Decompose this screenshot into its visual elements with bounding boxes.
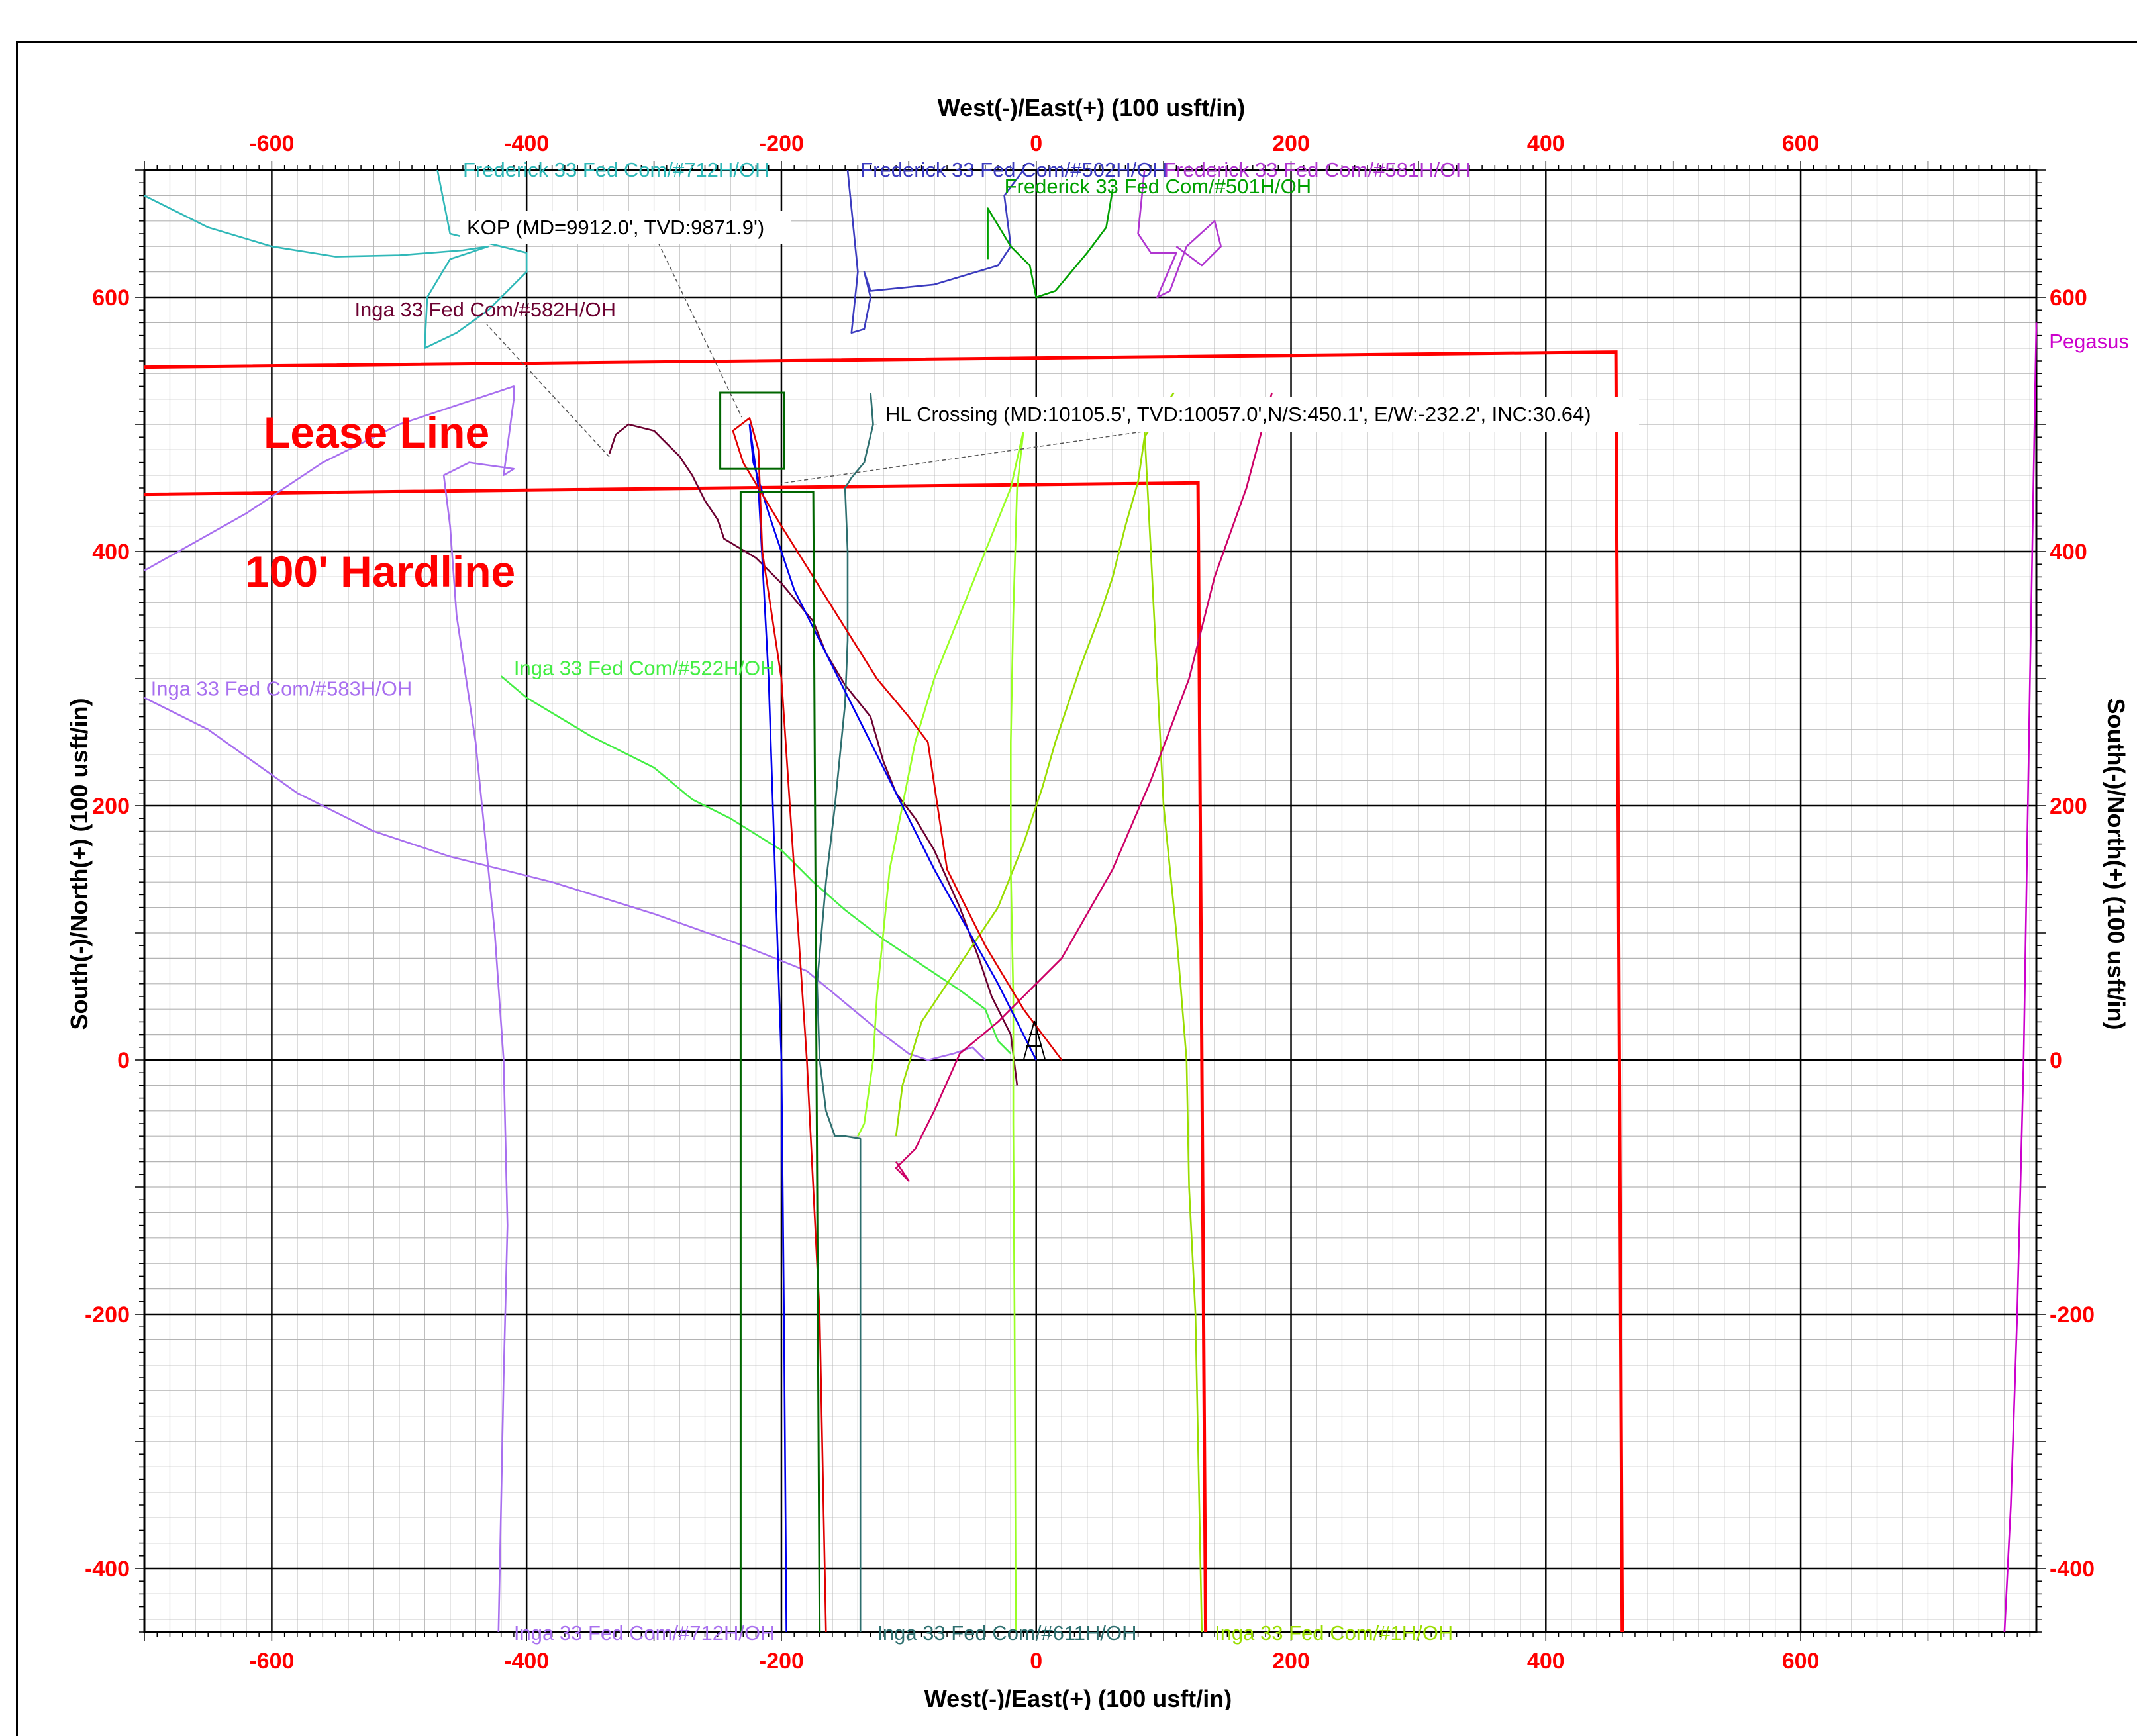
well-label: Frederick 33 Fed Com/#501H/OH [1005, 175, 1311, 198]
y-tick-label-right: 0 [2050, 1048, 2062, 1073]
kop-leader-line [655, 236, 742, 418]
x-tick-label-bottom: 0 [1030, 1649, 1042, 1674]
x-tick-label-bottom: 600 [1782, 1649, 1820, 1674]
y-tick-label-left: 600 [92, 285, 130, 311]
kop-label: KOP (MD=9912.0', TVD:9871.9') [467, 216, 764, 239]
kop-callout: KOP (MD=9912.0', TVD:9871.9') [460, 211, 791, 458]
well-path [895, 392, 1175, 1137]
boundary-lines [144, 350, 1624, 1633]
top-axis-title: West(-)/East(+) (100 usft/in) [938, 94, 1245, 121]
well-label: Inga 33 Fed Com/#522H/OH [514, 657, 775, 680]
well-label: Frederick 33 Fed Com/#712H/OH [463, 158, 770, 181]
x-tick-label-bottom: -600 [249, 1649, 294, 1674]
well-path [1010, 430, 1024, 1633]
well-path [857, 430, 1024, 1137]
well-label: Pegasus [2049, 330, 2129, 353]
target-box-small [719, 391, 785, 470]
y-tick-label-left: 0 [117, 1048, 130, 1073]
well-label: Inga 33 Fed Com/#611H/OH [877, 1621, 1136, 1645]
x-tick-label-top: 600 [1782, 131, 1820, 156]
y-tick-label-right: -200 [2050, 1302, 2095, 1327]
x-tick-label-bottom: 400 [1527, 1649, 1565, 1674]
hardline-label: 100' Hardline [245, 547, 515, 596]
well-path [987, 189, 1114, 299]
well-path [608, 423, 1019, 1086]
well-path [144, 697, 986, 1061]
y-tick-label-left: 200 [92, 794, 130, 819]
x-tick-label-top: -400 [504, 131, 549, 156]
well-label: Inga 33 Fed Com/#583H/OH [151, 677, 413, 700]
well-label: Frederick 33 Fed Com/#581H/OH [1164, 158, 1470, 181]
lease-line-label: Lease Line [264, 408, 489, 457]
well-path [732, 417, 1063, 1633]
y-tick-label-right: 600 [2050, 285, 2087, 311]
well-path [1144, 430, 1203, 1633]
axis-ticks [135, 161, 2046, 1641]
x-tick-label-bottom: -200 [759, 1649, 804, 1674]
major-grid [144, 170, 2036, 1632]
well-path [895, 392, 1273, 1182]
well-path [500, 675, 1012, 1055]
y-tick-label-right: 400 [2050, 540, 2087, 565]
x-tick-label-top: -200 [759, 131, 804, 156]
x-tick-label-top: 200 [1272, 131, 1310, 156]
hl-crossing-callout: HL Crossing (MD:10105.5', TVD:10057.0',N… [781, 397, 1639, 484]
x-tick-label-bottom: 200 [1272, 1649, 1310, 1674]
y-tick-label-right: -400 [2050, 1557, 2095, 1582]
y-tick-label-right: 200 [2050, 794, 2087, 819]
chart-frame [16, 41, 2137, 1736]
rig-symbol [1023, 1020, 1046, 1060]
hl-crossing-label-bg [877, 397, 1639, 432]
target-boxes [719, 391, 821, 1633]
x-tick-label-top: 400 [1527, 131, 1565, 156]
right-axis-title: South(-)/North(+) (100 usft/in) [2103, 699, 2130, 1030]
hl-crossing-leader-line [781, 431, 1143, 484]
rig-leg-right [1034, 1020, 1046, 1060]
well-path [2003, 322, 2038, 1633]
well-label: Inga 33 Fed Com/#582H/OH [354, 298, 616, 321]
hl-crossing-label: HL Crossing (MD:10105.5', TVD:10057.0',N… [885, 403, 1591, 426]
plot-border [143, 169, 2038, 1633]
well-path [846, 169, 1024, 334]
well-paths [144, 169, 2038, 1633]
axis-tick-labels: -600 -600 -400 -400 -200 -200 0 0 200 200 400 400 60… [85, 131, 2095, 1674]
minor-grid [144, 169, 2036, 1632]
y-tick-label-left: -200 [85, 1302, 130, 1327]
well-path [144, 385, 515, 1633]
target-box-long [739, 491, 821, 1633]
well-label: Frederick 33 Fed Com/#502H/OH [860, 158, 1167, 181]
x-tick-label-top: -600 [249, 131, 294, 156]
y-tick-label-left: 400 [92, 540, 130, 565]
well-label: Inga 33 Fed Com/#1H/OH [1215, 1621, 1453, 1645]
rig-leg-left [1023, 1020, 1035, 1060]
boundary-line [144, 350, 1624, 1633]
well-path [816, 392, 874, 1632]
x-tick-label-top: 0 [1030, 131, 1042, 156]
boundary-line [144, 481, 1208, 1633]
well-path [144, 169, 528, 350]
kop-leader-line-2 [486, 324, 610, 458]
well-label: Inga 33 Fed Com/#712H/OH [514, 1621, 775, 1645]
x-tick-label-bottom: -400 [504, 1649, 549, 1674]
well-path [748, 423, 1037, 1633]
well-path [1137, 169, 1222, 299]
well-labels: Frederick 33 Fed Com/#712H/OH Frederick 3… [151, 158, 2129, 1645]
bottom-axis-title: West(-)/East(+) (100 usft/in) [924, 1685, 1232, 1710]
kop-label-bg [460, 211, 791, 244]
y-tick-label-left: -400 [85, 1557, 130, 1582]
left-axis-title: South(-)/North(+) (100 usft/in) [66, 699, 93, 1030]
